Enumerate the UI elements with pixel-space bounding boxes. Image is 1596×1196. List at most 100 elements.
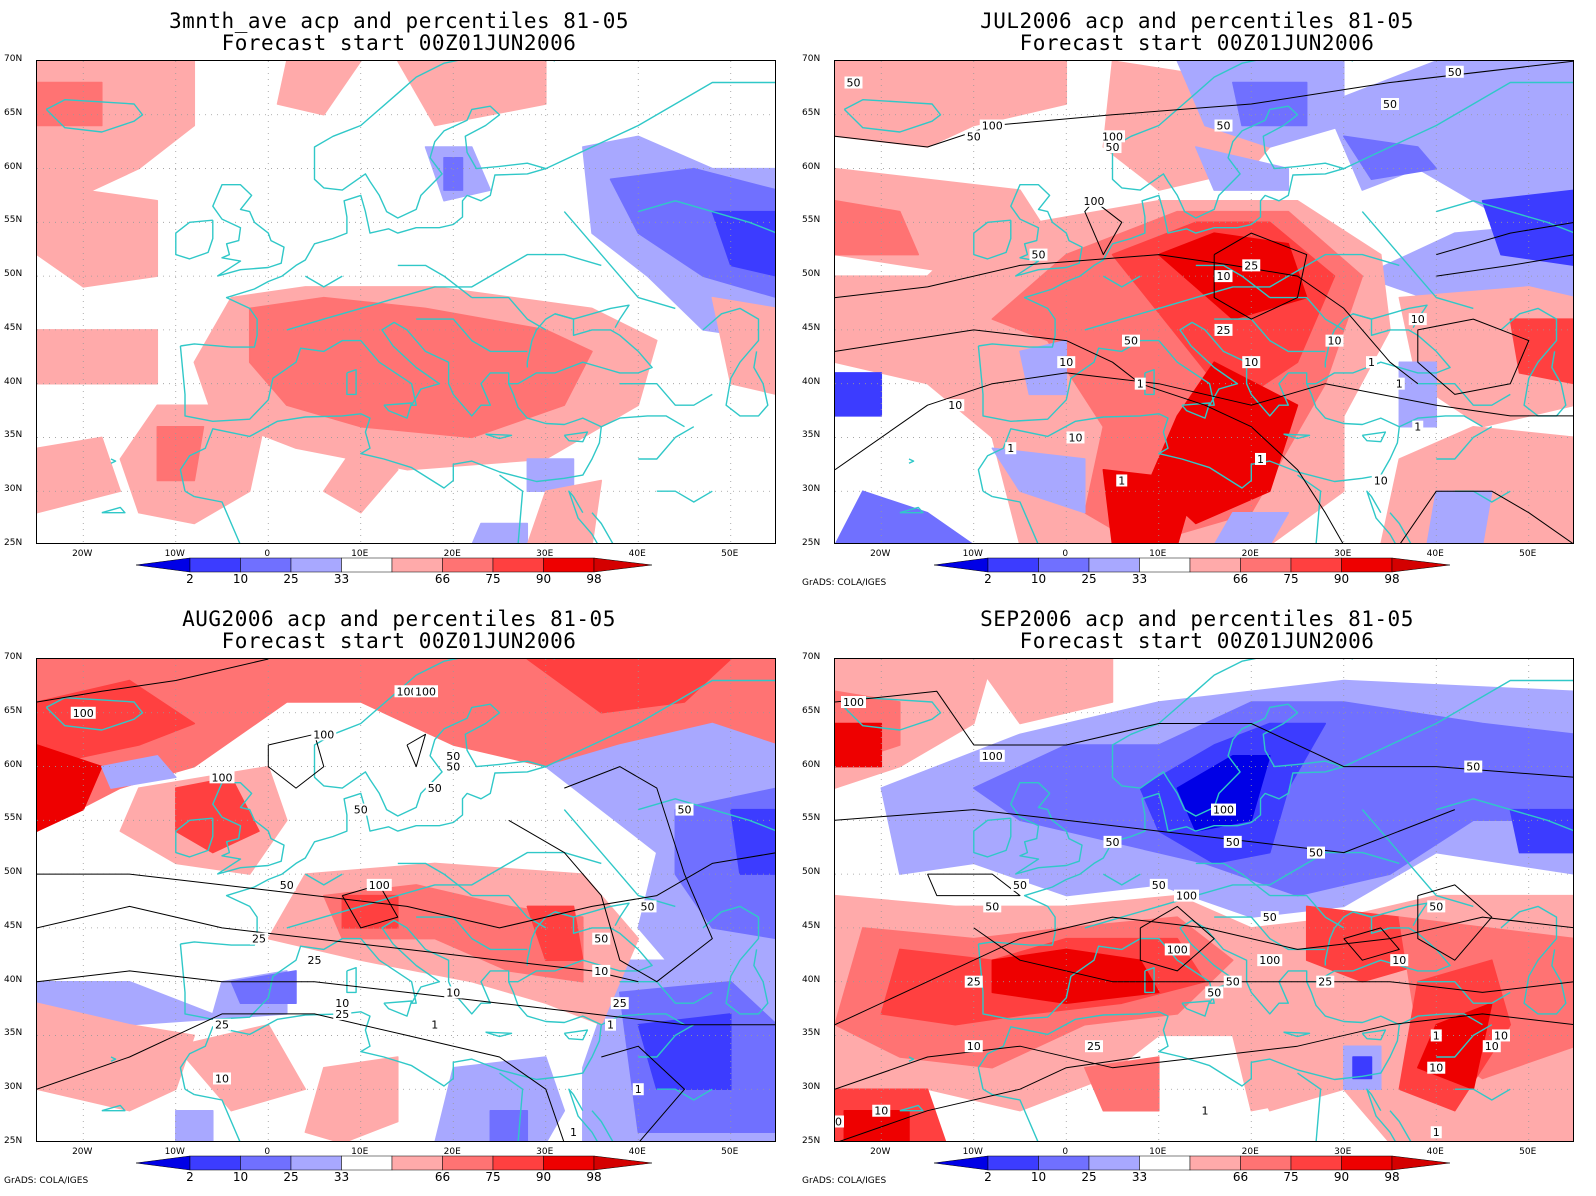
contour-label: 50 — [1013, 879, 1027, 892]
colorbar-label: 75 — [1283, 572, 1299, 586]
coastline — [638, 1024, 695, 1058]
contour-label: 1 — [1118, 474, 1125, 487]
latitude-label: 45N — [802, 920, 821, 931]
contour-label: 50 — [1106, 141, 1120, 154]
contour-label: 50 — [1226, 976, 1240, 989]
colorbar-segment — [1391, 1155, 1451, 1171]
contour-line — [37, 659, 269, 703]
coastline — [101, 1104, 126, 1112]
contour-label: 50 — [280, 879, 294, 892]
contour-label-bg — [1325, 334, 1344, 347]
contour-label-bg — [1408, 313, 1427, 326]
coastline — [499, 474, 524, 543]
above-normal-region — [711, 296, 775, 395]
below-normal-region — [443, 157, 464, 191]
coastline — [1102, 873, 1141, 886]
coastline — [992, 1093, 1039, 1141]
coastline — [1195, 264, 1271, 299]
coastline — [499, 1072, 524, 1141]
colorbar-label: 98 — [1384, 1170, 1400, 1184]
contour-label-bg — [1260, 911, 1279, 924]
contour-label: 100 — [1102, 130, 1123, 143]
colorbar-label: 98 — [586, 572, 602, 586]
below-normal-region — [526, 458, 575, 492]
above-normal-region — [276, 61, 362, 116]
coastline — [638, 798, 775, 832]
contour-line — [973, 927, 1573, 993]
contour-label: 100 — [313, 728, 334, 741]
contour-label-bg — [983, 900, 1002, 913]
contour-line — [1213, 232, 1308, 320]
contour-label: 10 — [446, 986, 460, 999]
contour-line — [37, 852, 775, 929]
contour-label: 10 — [1059, 356, 1073, 369]
coastline — [346, 369, 357, 396]
contour-label: 50 — [967, 130, 981, 143]
contour-label-bg — [1464, 760, 1483, 773]
contour-label-bg — [1307, 846, 1325, 859]
latitude-label: 30N — [4, 1082, 23, 1093]
colorbar-label: 25 — [283, 572, 299, 586]
coastline — [601, 415, 685, 428]
contour-label: 25 — [335, 1008, 349, 1021]
contour-label-bg — [413, 685, 438, 698]
colorbar-segment — [1189, 557, 1241, 573]
contour-label-bg — [1149, 878, 1168, 891]
contour-label-bg — [638, 900, 657, 913]
latitude-label: 40N — [4, 974, 23, 985]
colorbar-segment — [1038, 557, 1090, 573]
coastline — [1084, 253, 1400, 331]
contour-label: 10 — [1494, 1029, 1508, 1042]
colorbar-label: 10 — [232, 1170, 249, 1184]
longitude-label: 20W — [72, 1147, 93, 1157]
colorbar-label: 66 — [434, 1170, 451, 1184]
colorbar-segment — [290, 557, 342, 573]
colorbar-label: 90 — [535, 572, 552, 586]
contour-label-bg — [964, 975, 983, 988]
colorbar-label: 2 — [984, 1170, 992, 1184]
grads-credit: GrADS: COLA/IGES — [802, 578, 887, 588]
longitude-label: 0 — [1062, 549, 1069, 559]
coastline — [1181, 1000, 1211, 1017]
grads-credit: GrADS: COLA/IGES — [4, 1176, 89, 1186]
contour-label: 1 — [570, 1126, 577, 1139]
coastline — [1454, 1088, 1511, 1101]
panel-title: JUL2006 acp and percentiles 81-05 — [980, 9, 1414, 33]
colorbar-segment — [391, 1155, 443, 1171]
contour-label: 1 — [607, 1019, 614, 1032]
contour-line — [37, 1013, 565, 1141]
contour-label: 10 — [967, 1040, 981, 1053]
panel-subtitle: Forecast start 00Z01JUN2006 — [221, 629, 577, 653]
contour-label-bg — [1103, 141, 1122, 154]
colorbar-label: 33 — [333, 572, 350, 586]
colorbar-segment — [1341, 557, 1393, 573]
longitude-label: 10E — [351, 549, 369, 559]
coastline — [1343, 81, 1573, 170]
coastline — [1361, 211, 1474, 310]
contour-label: 10 — [1485, 1040, 1499, 1053]
above-normal-region — [37, 436, 122, 514]
colorbar-segment — [593, 557, 653, 573]
colorbar-segment — [1038, 1155, 1090, 1171]
contour-line — [835, 690, 1573, 778]
above-normal-region — [175, 1023, 307, 1112]
contour-label-bg — [1223, 975, 1242, 988]
colorbar-segment — [1391, 557, 1451, 573]
contour-label-bg — [1164, 943, 1190, 956]
coastline — [212, 183, 285, 277]
contour-label-bg — [979, 119, 1005, 132]
colorbar-segment — [492, 557, 544, 573]
colorbar-label: 98 — [1384, 572, 1400, 586]
contour-label-bg — [1103, 835, 1122, 848]
coastline — [383, 1000, 413, 1017]
latitude-label: 65N — [4, 705, 23, 716]
contour-label-bg — [632, 1083, 644, 1096]
colorbar-segment — [135, 557, 191, 573]
contour-label-bg — [1430, 1126, 1442, 1139]
coastline — [175, 817, 214, 858]
contour-label-bg — [250, 932, 268, 945]
contour-line — [835, 1013, 1573, 1090]
contour-label-bg — [1005, 442, 1017, 455]
colorbar-label: 33 — [333, 1170, 350, 1184]
colorbar-label: 10 — [1030, 1170, 1047, 1184]
